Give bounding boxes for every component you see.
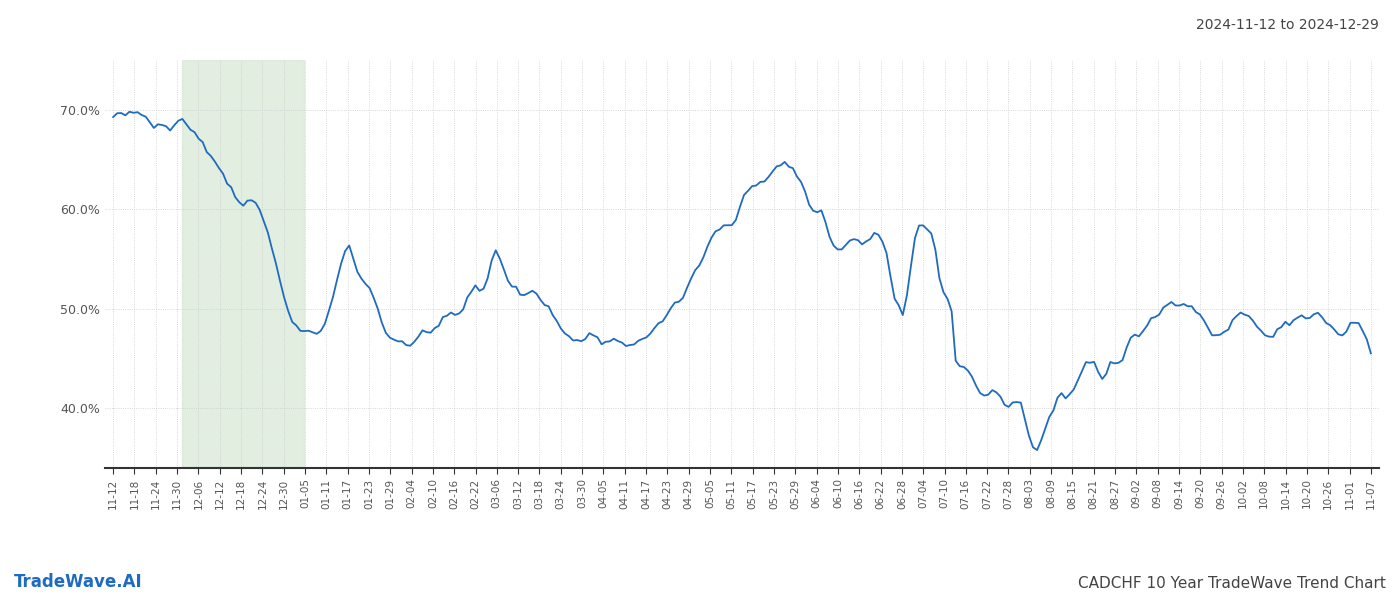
- Text: CADCHF 10 Year TradeWave Trend Chart: CADCHF 10 Year TradeWave Trend Chart: [1078, 576, 1386, 591]
- Text: TradeWave.AI: TradeWave.AI: [14, 573, 143, 591]
- Text: 2024-11-12 to 2024-12-29: 2024-11-12 to 2024-12-29: [1196, 18, 1379, 32]
- Bar: [182, 60, 304, 468]
